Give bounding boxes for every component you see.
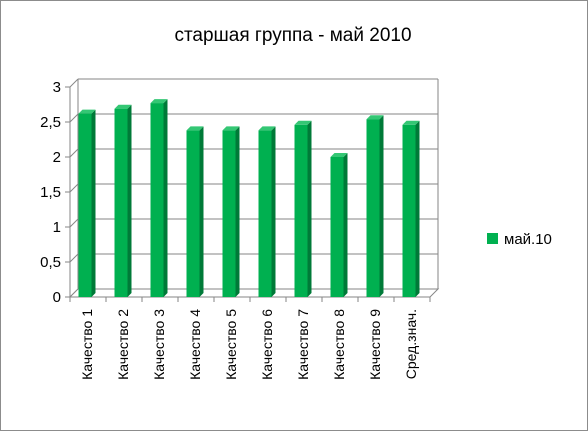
bar-front <box>150 103 164 297</box>
bar <box>294 120 312 297</box>
x-tick-label: Качество 2 <box>115 309 131 380</box>
bar-side <box>343 153 348 297</box>
bar-top <box>402 120 420 125</box>
bar-side <box>91 109 96 297</box>
legend-label: май.10 <box>504 231 552 248</box>
y-tick-label: 0,5 <box>40 254 61 271</box>
y-tick-label: 2,5 <box>40 114 61 131</box>
bar-front <box>78 113 92 297</box>
x-tick-label: Качество 9 <box>367 309 383 380</box>
bar-side <box>379 115 384 297</box>
gridline-depth <box>69 253 79 263</box>
bar-side <box>127 104 132 297</box>
y-tick-label: 1,5 <box>40 184 61 201</box>
bar-top <box>366 115 384 120</box>
bar-front <box>330 157 344 297</box>
gridline-depth <box>69 218 79 228</box>
bar-front <box>366 119 380 297</box>
y-tick-label: 1 <box>53 219 61 236</box>
bar-top <box>222 126 240 131</box>
y-tick-label: 0 <box>53 289 61 306</box>
bar-side <box>307 120 312 297</box>
bar <box>402 120 420 297</box>
y-tick-label: 3 <box>53 79 61 96</box>
bar-top <box>258 126 276 131</box>
labels-layer: 0 0,5 1 1,5 2 2,5 3 Качество 1 Качество 2 Качеств… <box>40 79 419 380</box>
bar-front <box>186 130 200 297</box>
bar <box>150 99 168 297</box>
bar-side <box>163 99 168 297</box>
bar <box>78 109 96 297</box>
bar-top <box>294 120 312 125</box>
bars-layer <box>78 99 420 298</box>
x-tick-label: Качество 8 <box>331 309 347 380</box>
bar-front <box>114 108 128 297</box>
legend: май.10 <box>487 231 552 248</box>
bar <box>222 126 240 298</box>
x-tick-label: Сред.знач. <box>403 309 419 379</box>
bar-side <box>415 120 420 297</box>
bar-top <box>150 99 168 104</box>
x-tick-label: Качество 4 <box>187 309 203 380</box>
bar-side <box>271 126 276 298</box>
gridline-depth <box>69 78 79 88</box>
x-tick-label: Качество 3 <box>151 309 167 380</box>
bar-top <box>330 153 348 157</box>
bar-front <box>258 130 272 297</box>
x-tick-label: Качество 5 <box>223 309 239 380</box>
x-tick-label: Качество 7 <box>295 309 311 380</box>
bar-top <box>78 109 96 114</box>
bar <box>258 126 276 298</box>
bar <box>330 153 348 297</box>
bar-side <box>235 126 240 298</box>
bar-top <box>114 104 132 109</box>
x-tick-label: Качество 1 <box>79 309 95 380</box>
bar-side <box>199 126 204 298</box>
bar <box>186 126 204 298</box>
bar-front <box>294 124 308 297</box>
legend-swatch <box>487 233 498 244</box>
x-tick-label: Качество 6 <box>259 309 275 380</box>
bar-front <box>222 130 236 297</box>
gridline-depth <box>69 183 79 193</box>
y-tick-label: 2 <box>53 149 61 166</box>
gridline-depth <box>69 148 79 158</box>
bar-front <box>402 124 416 297</box>
chart-title: старшая группа - май 2010 <box>174 25 411 46</box>
gridline-depth <box>69 113 79 123</box>
bar <box>366 115 384 297</box>
bar <box>114 104 132 297</box>
bar-top <box>186 126 204 131</box>
